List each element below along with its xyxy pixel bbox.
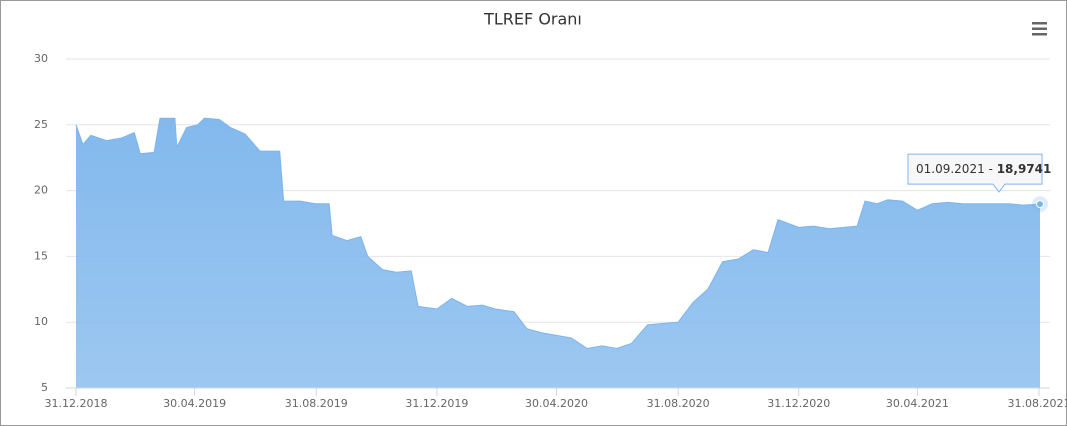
y-tick-label: 10 — [34, 315, 48, 328]
x-tick-label: 31.08.2020 — [647, 397, 710, 410]
x-tick-label: 31.12.2019 — [405, 397, 468, 410]
y-tick-label: 20 — [34, 184, 48, 197]
x-tick-label: 31.08.2021 — [1008, 397, 1067, 410]
x-tick-label: 31.12.2020 — [767, 397, 830, 410]
tooltip-date: 01.09.2021 — [916, 162, 985, 176]
x-tick-label: 30.04.2020 — [525, 397, 588, 410]
chart-title: TLREF Oranı — [483, 10, 582, 29]
area — [76, 118, 1040, 388]
hover-point — [1036, 200, 1044, 209]
y-tick-label: 5 — [41, 381, 48, 394]
tooltip-text: 01.09.2021 - 18,9741 — [916, 162, 1051, 176]
x-tick-label: 30.04.2019 — [163, 397, 226, 410]
tooltip-box — [907, 153, 1043, 193]
tooltip-separator: - — [985, 162, 997, 176]
y-tick-label: 30 — [34, 52, 48, 65]
area-line — [75, 117, 1041, 350]
y-tick-label: 25 — [34, 118, 48, 131]
tooltip-value: 18,9741 — [997, 162, 1052, 176]
x-tick-label: 30.04.2021 — [886, 397, 949, 410]
x-tick-label: 31.12.2018 — [45, 397, 108, 410]
y-tick-label: 15 — [34, 249, 48, 262]
x-tick-label: 31.08.2019 — [285, 397, 348, 410]
menu-button[interactable] — [1032, 22, 1047, 36]
